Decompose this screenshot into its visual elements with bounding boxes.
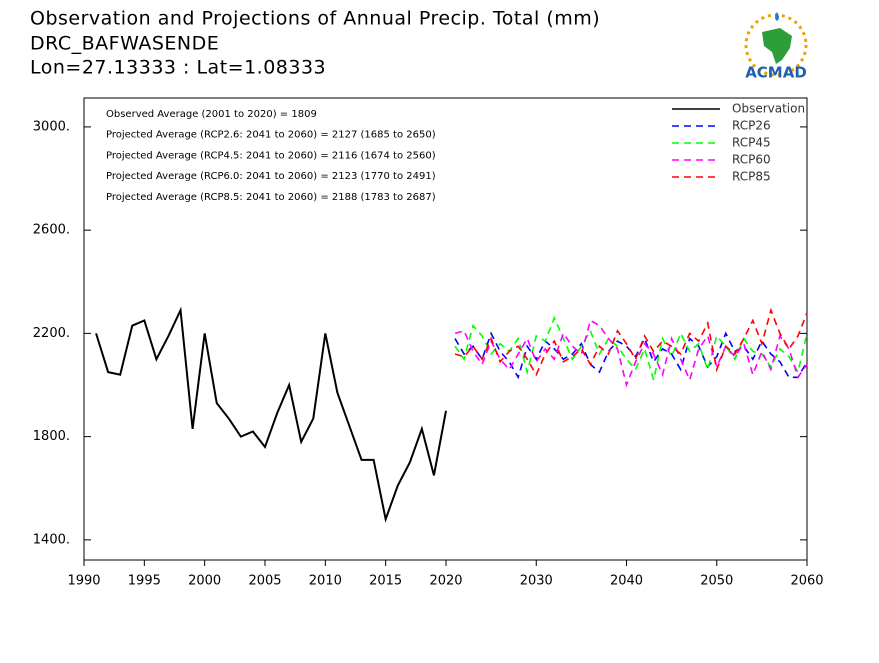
legend-label: RCP60 <box>732 153 771 167</box>
legend-label: RCP26 <box>732 119 771 133</box>
data-line <box>454 315 808 381</box>
y-tick-label: 2200. <box>33 326 70 341</box>
location: Lon=27.13333 : Lat=1.08333 <box>30 57 326 79</box>
y-tick-label: 2600. <box>33 223 70 238</box>
y-tick-label: 3000. <box>33 119 70 134</box>
plot-frame <box>83 97 808 561</box>
logo: ACMAD <box>744 12 808 82</box>
legend-label: Observation <box>732 102 805 116</box>
y-tick-label: 1800. <box>33 429 70 444</box>
chart-subtitle: DRC_BAFWASENDE <box>30 33 219 55</box>
annotation: Projected Average (RCP8.5: 2041 to 2060)… <box>106 192 436 203</box>
data-line <box>454 307 808 377</box>
data-line <box>454 331 808 380</box>
y-tick-label: 1400. <box>33 532 70 547</box>
x-tick-label: 2010 <box>309 574 342 589</box>
logo-africa <box>762 28 792 64</box>
x-tick-label: 1995 <box>128 574 161 589</box>
chart-title: Observation and Projections of Annual Pr… <box>30 8 600 30</box>
logo-drop <box>775 12 779 21</box>
annotation: Projected Average (RCP6.0: 2041 to 2060)… <box>106 171 436 182</box>
x-tick-label: 2005 <box>248 574 281 589</box>
annotation: Projected Average (RCP4.5: 2041 to 2060)… <box>106 150 436 161</box>
x-tick-label: 2060 <box>790 574 823 589</box>
x-tick-label: 2050 <box>700 574 733 589</box>
legend-label: RCP85 <box>732 170 771 184</box>
x-tick-label: 2000 <box>188 574 221 589</box>
logo-text: ACMAD <box>745 64 807 82</box>
x-tick-label: 2015 <box>369 574 402 589</box>
x-tick-label: 2040 <box>610 574 643 589</box>
x-tick-label: 2030 <box>520 574 553 589</box>
annotation: Projected Average (RCP2.6: 2041 to 2060)… <box>106 130 436 141</box>
legend-label: RCP45 <box>732 136 771 150</box>
annotation: Observed Average (2001 to 2020) = 1809 <box>106 109 317 120</box>
data-line <box>454 319 808 388</box>
x-tick-label: 1990 <box>67 574 100 589</box>
data-line <box>95 306 447 523</box>
x-tick-label: 2020 <box>429 574 462 589</box>
